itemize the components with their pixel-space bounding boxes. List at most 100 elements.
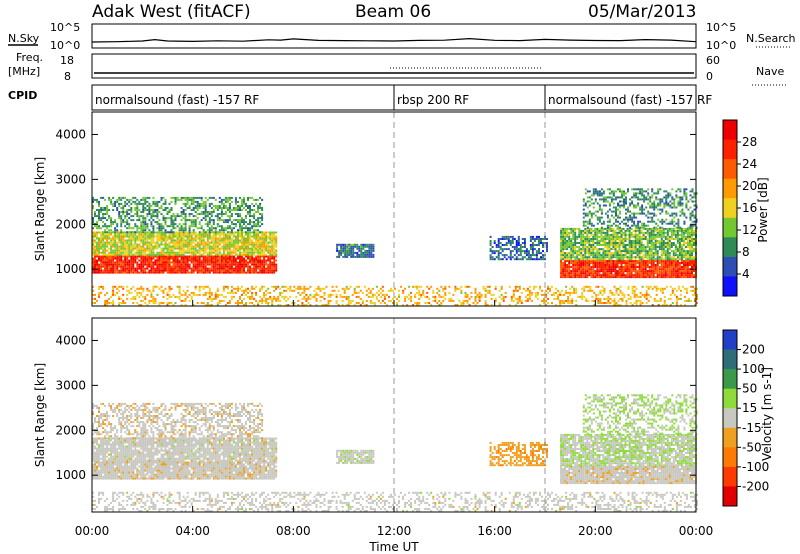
power-cell <box>691 248 693 251</box>
power-cell <box>170 267 173 270</box>
power-cell <box>275 251 278 254</box>
power-cell <box>100 243 103 246</box>
power-cell <box>612 229 615 232</box>
power-cell <box>588 235 591 238</box>
power-cell <box>237 233 239 236</box>
power-cell <box>606 274 609 277</box>
power-cell <box>578 235 581 238</box>
power-cell <box>142 202 145 205</box>
power-cell <box>228 255 231 258</box>
power-cell <box>259 202 262 205</box>
power-cell <box>620 276 623 279</box>
power-cell <box>128 249 131 252</box>
power-cell <box>110 241 113 244</box>
power-cell <box>237 231 239 234</box>
power-cell <box>542 254 544 257</box>
power-cell <box>586 262 589 264</box>
power-cell <box>608 248 611 251</box>
power-cell <box>623 200 625 203</box>
power-cell <box>580 258 583 261</box>
power-cell <box>172 237 175 240</box>
power-cell <box>178 231 181 234</box>
power-cell <box>624 276 627 279</box>
power-cell <box>230 271 233 274</box>
power-cell <box>604 240 607 242</box>
power-cell <box>204 211 207 213</box>
power-cell <box>562 231 565 234</box>
power-cell <box>251 267 254 270</box>
power-cell <box>214 243 217 246</box>
power-cell <box>241 253 243 256</box>
power-cell <box>170 235 173 238</box>
power-cell <box>202 229 205 232</box>
power-cell <box>676 250 679 253</box>
power-cell <box>241 261 243 264</box>
power-cell <box>682 264 685 266</box>
power-cell <box>144 198 147 201</box>
power-cell <box>186 257 189 260</box>
power-cell <box>648 242 651 244</box>
power-cell <box>245 237 247 240</box>
power-cell <box>204 223 207 226</box>
power-cell <box>228 253 231 256</box>
power-cell <box>146 233 149 236</box>
power-cell <box>660 268 663 271</box>
power-cell <box>114 229 117 232</box>
power-cell <box>654 258 657 261</box>
power-cell <box>190 271 193 274</box>
power-cell <box>92 233 94 236</box>
power-cell <box>92 259 94 262</box>
power-cell <box>174 202 177 205</box>
power-cell <box>513 254 516 257</box>
power-cell <box>249 253 251 256</box>
power-cell <box>574 276 577 279</box>
power-cell <box>255 202 258 205</box>
power-cell <box>180 213 183 215</box>
power-cell <box>132 227 135 230</box>
power-cell <box>620 229 623 232</box>
power-cell <box>680 268 683 271</box>
power-cell <box>666 272 669 275</box>
power-cell <box>192 198 195 201</box>
power-cell <box>128 269 131 272</box>
power-cell <box>224 253 227 256</box>
power-cell <box>160 227 163 230</box>
power-cell <box>493 252 496 255</box>
power-cell <box>634 250 637 253</box>
power-cell <box>501 238 504 240</box>
power-cell <box>682 254 685 257</box>
power-cell <box>689 240 691 242</box>
power-cell <box>663 202 666 205</box>
power-cell <box>680 274 683 277</box>
power-cell <box>509 256 512 259</box>
power-cell <box>610 268 613 271</box>
power-cell <box>584 242 587 244</box>
power-cell <box>251 261 254 264</box>
power-cell <box>670 260 673 262</box>
power-cell <box>92 231 94 234</box>
power-cell <box>630 233 633 236</box>
power-cell <box>172 245 175 248</box>
power-cell <box>210 251 213 254</box>
power-cell <box>142 241 145 244</box>
power-cell <box>142 247 145 250</box>
power-cell <box>166 255 169 258</box>
power-cell <box>666 246 669 248</box>
power-cell <box>619 210 621 213</box>
power-cell <box>610 198 613 201</box>
power-cell <box>634 238 637 240</box>
power-cell <box>664 246 667 248</box>
power-cell <box>214 207 217 209</box>
power-cell <box>572 264 575 266</box>
power-cell <box>234 209 237 211</box>
power-cell <box>96 267 98 270</box>
power-cell <box>620 264 623 266</box>
power-cell <box>693 216 696 219</box>
power-cell <box>249 251 251 254</box>
power-cell <box>686 233 689 236</box>
power-cell <box>208 231 211 234</box>
power-cell <box>142 243 145 246</box>
power-cell <box>616 264 619 266</box>
power-cell <box>188 243 191 246</box>
power-cell <box>190 219 193 222</box>
